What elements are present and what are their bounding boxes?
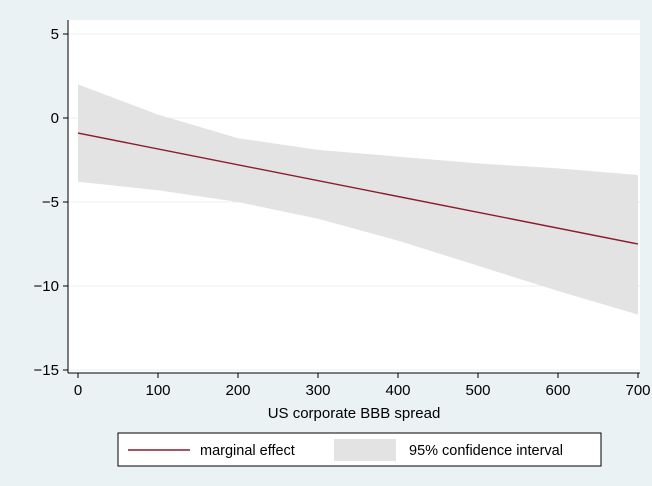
y-tick-label: −5 — [42, 194, 59, 211]
x-tick-label: 200 — [225, 382, 250, 399]
x-tick-label: 0 — [74, 382, 82, 399]
y-tick-label: 0 — [51, 110, 59, 127]
y-tick-label: −10 — [34, 278, 59, 295]
legend-label-marginal-effect: marginal effect — [200, 443, 295, 459]
marginal-effect-line — [77, 132, 639, 245]
y-ticks: 5 0 −5 −10 −15 — [34, 26, 68, 379]
y-tick-label: −15 — [34, 362, 59, 379]
legend-swatch-confidence-interval — [334, 439, 396, 461]
legend-label-confidence-interval: 95% confidence interval — [409, 443, 563, 459]
x-tick-label: 400 — [385, 382, 410, 399]
x-tick-label: 300 — [305, 382, 330, 399]
legend: marginal effect 95% confidence interval — [117, 432, 602, 467]
y-tick-label: 5 — [51, 26, 59, 43]
x-tick-label: 100 — [145, 382, 170, 399]
x-tick-label: 500 — [465, 382, 490, 399]
confidence-interval-band — [78, 84, 638, 315]
x-tick-label: 700 — [625, 382, 650, 399]
x-ticks: 0 100 200 300 400 500 600 700 — [74, 373, 651, 399]
marginal-effect-layer — [77, 132, 639, 245]
x-tick-label: 600 — [545, 382, 570, 399]
x-axis-label: US corporate BBB spread — [268, 405, 441, 422]
confidence-band-layer — [78, 84, 638, 315]
